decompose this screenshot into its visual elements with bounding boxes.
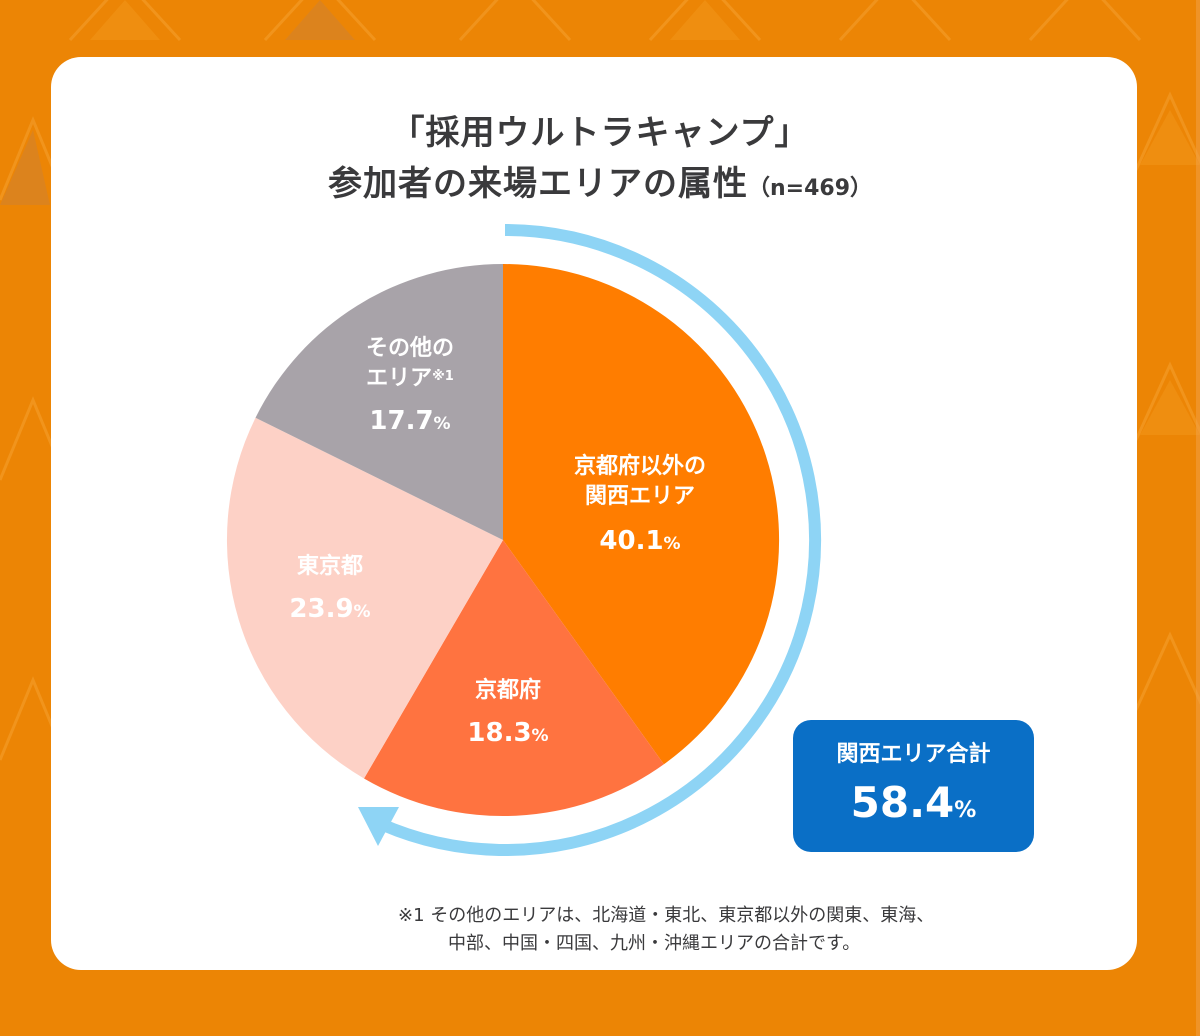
- unit: %: [954, 798, 977, 823]
- value: 40.1: [599, 526, 664, 556]
- total-label: 関西エリア合計: [836, 742, 991, 767]
- value: 23.9: [289, 594, 354, 624]
- arrowhead-icon: [358, 807, 399, 846]
- slice-tokyo: [226, 417, 503, 779]
- chart-title-main: 参加者の来場エリアの属性: [327, 164, 748, 204]
- slice-kansai-excl-kyoto: [503, 263, 780, 765]
- kansai-total-arc: [369, 224, 822, 856]
- chart-title-line1: 「採用ウルトラキャンプ」: [390, 113, 810, 153]
- label-tokyo: 東京都 23.9%: [289, 552, 370, 629]
- label-text-with-note: エリア※1: [366, 364, 454, 394]
- pct-value: 23.9%: [289, 592, 370, 629]
- unit: %: [353, 602, 371, 622]
- label-text: エリア: [366, 366, 433, 391]
- slice-other: [255, 264, 503, 540]
- label-text: 京都府: [474, 678, 542, 703]
- pct-value: 17.7%: [366, 404, 454, 441]
- footnote-line2: 中部、中国・四国、九州・沖縄エリアの合計です。: [448, 933, 861, 954]
- label-kyoto: 京都府 18.3%: [467, 676, 548, 753]
- label-text: 東京都: [296, 554, 364, 579]
- label-text: 関西エリア: [584, 484, 696, 509]
- unit: %: [531, 726, 549, 746]
- value: 18.3: [467, 718, 532, 748]
- pct-value: 18.3%: [467, 716, 548, 753]
- value: 58.4: [850, 778, 955, 827]
- pct-value: 40.1%: [574, 524, 706, 561]
- label-kansai-excl-kyoto: 京都府以外の 関西エリア 40.1%: [574, 452, 706, 561]
- label-text: その他の: [365, 336, 455, 361]
- chart-title-line2: 参加者の来場エリアの属性（n=469）: [0, 162, 1200, 211]
- footnote-mark: ※1: [432, 369, 454, 384]
- total-value: 58.4%: [793, 778, 1034, 836]
- slice-kyoto: [364, 540, 664, 817]
- footnote-line1: ※1 その他のエリアは、北海道・東北、東京都以外の関東、東海、: [398, 905, 935, 926]
- value: 17.7: [369, 406, 434, 436]
- unit: %: [433, 414, 451, 434]
- label-text: 京都府以外の: [573, 454, 707, 479]
- right-edge-strip: [1196, 0, 1200, 1036]
- sample-size: （n=469）: [747, 176, 873, 201]
- label-other: その他の エリア※1 17.7%: [366, 334, 454, 441]
- unit: %: [663, 534, 681, 554]
- kansai-total-badge: 関西エリア合計 58.4%: [793, 720, 1034, 852]
- footnote: ※1 その他のエリアは、北海道・東北、東京都以外の関東、東海、 中部、中国・四国…: [398, 902, 934, 958]
